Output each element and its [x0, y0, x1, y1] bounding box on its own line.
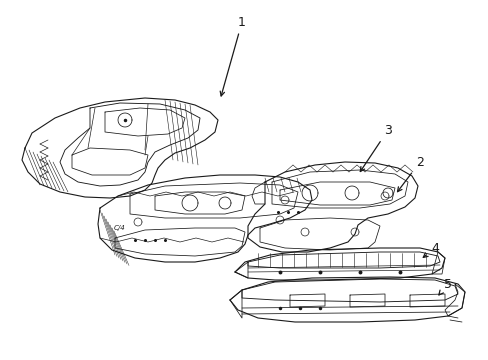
- Polygon shape: [98, 175, 311, 262]
- Polygon shape: [235, 248, 444, 280]
- Text: 4: 4: [423, 242, 438, 257]
- Polygon shape: [22, 98, 218, 198]
- Text: 1: 1: [220, 15, 245, 96]
- Text: C/4: C/4: [114, 225, 125, 231]
- Text: 3: 3: [360, 123, 391, 171]
- Text: 2: 2: [397, 156, 423, 192]
- Text: 5: 5: [438, 278, 451, 295]
- Polygon shape: [247, 162, 417, 252]
- Polygon shape: [229, 277, 464, 322]
